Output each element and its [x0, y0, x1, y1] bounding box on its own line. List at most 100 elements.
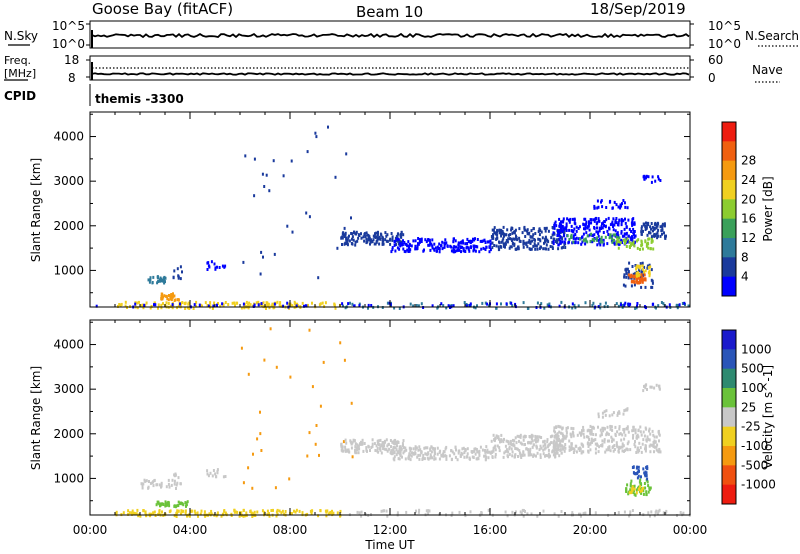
data-point	[382, 446, 385, 450]
data-point	[561, 432, 564, 436]
data-point	[402, 451, 405, 455]
data-point	[611, 439, 613, 443]
data-point	[645, 474, 648, 478]
data-point	[357, 236, 360, 240]
data-point	[242, 514, 245, 518]
data-point	[560, 220, 562, 224]
data-point	[557, 434, 560, 438]
data-point	[545, 454, 548, 457]
data-point	[462, 247, 465, 251]
data-point	[559, 448, 562, 452]
data-point	[539, 444, 542, 448]
data-point	[351, 441, 354, 445]
data-point	[572, 240, 575, 244]
data-point	[131, 509, 134, 513]
data-point	[646, 233, 649, 237]
data-point	[637, 428, 640, 432]
data-point	[339, 341, 342, 345]
data-point	[638, 269, 641, 273]
data-point	[507, 455, 509, 459]
data-point	[381, 441, 384, 445]
data-point	[141, 483, 144, 487]
data-point	[491, 455, 494, 459]
data-point	[345, 152, 348, 156]
data-point	[594, 438, 597, 442]
data-point	[333, 302, 336, 306]
power-level-4: 4	[741, 270, 749, 284]
data-point	[382, 509, 385, 513]
data-point	[516, 247, 519, 251]
data-point	[408, 249, 411, 253]
data-point	[502, 440, 505, 444]
data-point	[222, 475, 225, 479]
data-point	[423, 446, 426, 450]
data-point	[127, 509, 130, 513]
data-point	[445, 306, 448, 310]
data-point	[596, 221, 599, 225]
data-point	[188, 307, 191, 310]
data-point	[350, 242, 353, 245]
data-point	[553, 222, 556, 226]
data-point	[475, 245, 478, 248]
data-point	[354, 243, 357, 247]
data-point	[545, 226, 548, 230]
data-point	[524, 510, 526, 513]
data-point	[573, 303, 576, 307]
data-point	[640, 270, 643, 274]
data-point	[491, 450, 494, 454]
data-point	[575, 450, 578, 454]
data-point	[620, 230, 623, 233]
x-tick-2000: 20:00	[573, 523, 608, 537]
data-point	[589, 429, 591, 432]
data-point	[452, 237, 455, 241]
data-point	[393, 450, 396, 454]
station-title: Goose Bay (fitACF)	[92, 0, 233, 18]
data-point	[517, 455, 519, 458]
data-point	[612, 438, 615, 442]
data-point	[649, 231, 652, 235]
data-point	[618, 218, 621, 222]
data-point	[655, 383, 658, 387]
data-point	[558, 224, 561, 228]
data-point	[532, 227, 535, 231]
data-point	[599, 434, 602, 438]
data-point	[650, 222, 653, 225]
nsky-tick-bottom: 10^0	[52, 37, 85, 51]
data-point	[184, 509, 187, 513]
data-point	[351, 237, 353, 241]
data-point	[256, 437, 259, 441]
data-point	[478, 449, 481, 453]
data-point	[268, 189, 271, 193]
data-point	[581, 450, 584, 454]
data-point	[604, 235, 607, 239]
data-point	[371, 444, 374, 448]
data-point	[272, 302, 275, 306]
data-point	[424, 238, 427, 242]
data-point	[562, 437, 565, 440]
data-point	[332, 511, 335, 515]
data-point	[562, 433, 564, 437]
data-point	[389, 302, 392, 306]
data-point	[495, 306, 498, 310]
data-point	[513, 231, 516, 235]
data-point	[510, 301, 513, 305]
data-point	[255, 301, 258, 305]
data-point	[640, 244, 643, 248]
data-point	[512, 237, 515, 241]
data-point	[303, 304, 305, 308]
data-point	[628, 261, 631, 265]
data-point	[587, 435, 590, 439]
data-point	[530, 440, 533, 444]
data-point	[548, 304, 551, 308]
data-point	[657, 304, 660, 308]
data-point	[502, 225, 505, 229]
data-point	[609, 449, 612, 453]
data-point	[625, 269, 628, 273]
data-point	[558, 454, 561, 458]
data-point	[484, 301, 487, 305]
data-point	[404, 242, 407, 246]
data-point	[624, 433, 627, 437]
data-point	[565, 426, 568, 430]
data-point	[640, 230, 643, 234]
data-point	[592, 301, 595, 305]
